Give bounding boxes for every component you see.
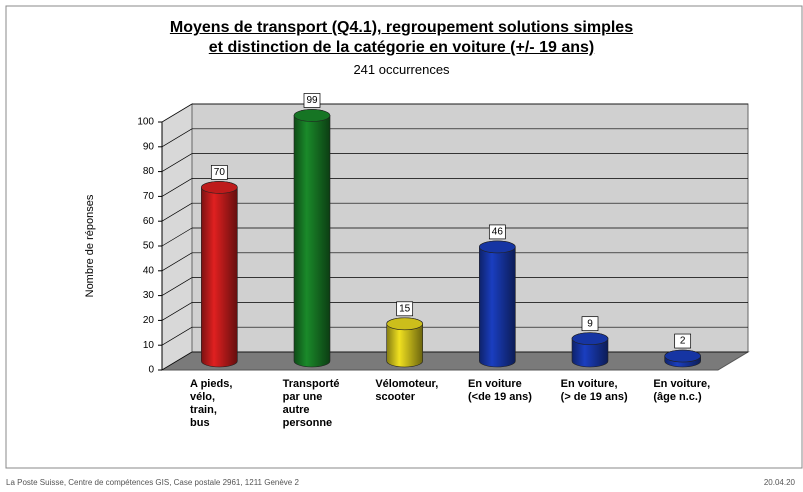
- bar-top: [293, 109, 331, 122]
- value-label: 15: [399, 303, 411, 314]
- grid-line: [161, 277, 193, 296]
- value-label: 2: [680, 336, 686, 347]
- grid-line: [161, 103, 193, 123]
- y-tick-label: 80: [143, 166, 155, 177]
- x-tick-label: Vélomoteur, scooter: [375, 378, 439, 403]
- y-axis-label: Nombre de réponses: [84, 194, 96, 298]
- y-tick-label: 0: [148, 365, 154, 376]
- value-label-box: [303, 93, 321, 108]
- bar-top: [201, 181, 238, 194]
- y-tick-label: 90: [143, 141, 155, 152]
- grid-line: [161, 153, 193, 172]
- bar-top: [479, 240, 516, 254]
- y-tick-label: 100: [137, 117, 154, 128]
- bar: [479, 240, 516, 368]
- frame: [5, 5, 803, 469]
- grid-line: [161, 178, 193, 197]
- x-tick-label: En voiture, (âge n.c.): [653, 378, 711, 403]
- grid-line: [161, 326, 193, 346]
- bar: [201, 181, 238, 368]
- y-tick-label: 50: [143, 241, 155, 252]
- footer: La Poste Suisse, Centre de compétences G…: [6, 478, 299, 487]
- y-tick-label: 10: [143, 340, 155, 351]
- value-label: 9: [587, 318, 593, 329]
- y-tick-label: 70: [143, 191, 155, 202]
- value-label: 46: [492, 227, 504, 238]
- grid-line: [161, 202, 193, 222]
- value-label-box: [581, 316, 599, 332]
- bar-top: [386, 317, 423, 331]
- value-label: 99: [306, 95, 318, 106]
- date: 20.04.20: [763, 478, 795, 487]
- y-tick-label: 20: [143, 315, 155, 326]
- grid-line: [161, 252, 193, 272]
- bar-top: [571, 332, 609, 345]
- value-label-box: [488, 224, 506, 240]
- x-tick-label: A pieds, vélo, train, bus: [190, 378, 233, 429]
- bar-top: [664, 349, 701, 363]
- value-label-box: [396, 301, 414, 317]
- x-tick-label: Transporté par une autre personne: [282, 378, 340, 429]
- floor: [160, 351, 750, 371]
- chart-title: Moyens de transport (Q4.1), regroupement…: [169, 19, 634, 56]
- bar: [293, 109, 331, 368]
- value-label-box: [674, 333, 692, 349]
- value-label: 70: [214, 167, 226, 178]
- value-label-box: [210, 165, 228, 180]
- grid-line: [161, 128, 193, 148]
- grid-line: [161, 351, 193, 371]
- y-tick-label: 60: [143, 216, 155, 227]
- x-tick-label: En voiture (<de 19 ans): [468, 378, 532, 403]
- chart-subtitle: 241 occurrences: [353, 62, 450, 77]
- y-tick-label: 40: [143, 265, 155, 276]
- y-tick-label: 30: [143, 290, 155, 301]
- grid-line: [161, 227, 193, 247]
- x-tick-label: En voiture, (> de 19 ans): [560, 378, 628, 403]
- grid-line: [161, 302, 193, 321]
